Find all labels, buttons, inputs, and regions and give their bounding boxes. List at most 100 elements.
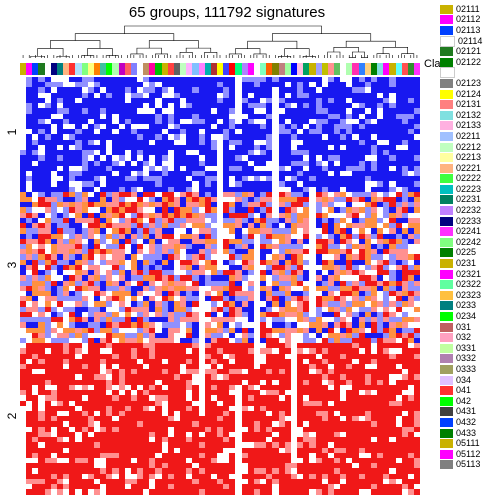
legend-label: 02131: [456, 100, 481, 109]
legend-swatch: [440, 67, 455, 78]
legend-item: 02233: [440, 216, 500, 227]
legend-label: 05111: [456, 439, 480, 448]
legend-label: 02212: [456, 143, 481, 152]
legend-item: 02231: [440, 195, 500, 206]
legend-swatch: [440, 259, 453, 268]
legend-swatch: [440, 270, 453, 279]
legend-swatch: [440, 58, 453, 67]
legend-swatch: [440, 174, 453, 183]
legend-item: 02123: [440, 78, 500, 89]
legend-swatch: [440, 333, 453, 342]
legend-label: 02123: [456, 79, 481, 88]
legend-label: 0231: [456, 259, 476, 268]
legend-label: 02323: [456, 291, 481, 300]
legend-swatch: [440, 301, 453, 310]
legend-item: 02321: [440, 269, 500, 280]
legend-label: 0331: [456, 344, 476, 353]
legend-label: 032: [456, 333, 471, 342]
legend-label: 041: [456, 386, 471, 395]
row-cluster-labels: 132: [6, 72, 18, 490]
legend-swatch: [440, 132, 453, 141]
legend-item: 0332: [440, 354, 500, 365]
legend-swatch: [440, 323, 453, 332]
legend-swatch: [440, 100, 453, 109]
legend-label: 0433: [456, 429, 476, 438]
legend-item: 0233: [440, 301, 500, 312]
heatmap-row: [20, 489, 420, 494]
legend-item: 0433: [440, 428, 500, 439]
legend-swatch: [440, 418, 453, 427]
legend-swatch: [440, 280, 453, 289]
legend-label: 02122: [456, 58, 481, 67]
legend-item: 02222: [440, 174, 500, 185]
legend-swatch: [440, 429, 453, 438]
legend-item: 02323: [440, 290, 500, 301]
legend-item: 02241: [440, 226, 500, 237]
legend-label: 02124: [456, 90, 481, 99]
legend-label: 02111: [456, 5, 480, 14]
legend-swatch: [440, 397, 453, 406]
legend-swatch: [440, 164, 453, 173]
legend-swatch: [440, 111, 453, 120]
column-dendrogram: [20, 24, 420, 58]
legend-label: 02233: [456, 217, 481, 226]
legend-swatch: [440, 439, 453, 448]
legend-item: 02213: [440, 152, 500, 163]
legend-item: 0432: [440, 417, 500, 428]
legend-label: 02221: [456, 164, 481, 173]
legend-item: [440, 68, 500, 79]
legend-item: 05113: [440, 460, 500, 471]
legend-label: 02114: [458, 37, 482, 46]
legend-item: 02223: [440, 184, 500, 195]
row-cluster-label: 1: [5, 126, 19, 138]
legend-label: 0333: [456, 365, 476, 374]
legend-label: 02213: [456, 153, 481, 162]
legend-item: 02232: [440, 205, 500, 216]
legend-label: 02231: [456, 195, 481, 204]
chart-title: 65 groups, 111792 signatures: [0, 4, 500, 21]
legend-swatch: [440, 15, 453, 24]
legend-label: 042: [456, 397, 471, 406]
class-cell: [414, 63, 420, 75]
legend-label: 034: [456, 376, 471, 385]
legend-item: 02212: [440, 142, 500, 153]
legend-item: 042: [440, 396, 500, 407]
heatmap-body: [20, 77, 420, 495]
legend-label: 02241: [456, 227, 481, 236]
legend-label: 02112: [456, 15, 480, 24]
legend-item: 02211: [440, 131, 500, 142]
legend-swatch: [440, 386, 453, 395]
legend-item: 02112: [440, 15, 500, 26]
legend-item: 02322: [440, 279, 500, 290]
legend-item: 0231: [440, 258, 500, 269]
legend-item: 0333: [440, 364, 500, 375]
legend-swatch: [440, 26, 453, 35]
legend-item: 05112: [440, 449, 500, 460]
legend-item: 02133: [440, 121, 500, 132]
legend-label: 02322: [456, 280, 481, 289]
legend-swatch: [440, 36, 455, 47]
legend-swatch: [440, 344, 453, 353]
legend-item: 02221: [440, 163, 500, 174]
legend-label: 02222: [456, 174, 481, 183]
legend-swatch: [440, 79, 453, 88]
legend-label: 0233: [456, 301, 476, 310]
legend-label: 02211: [456, 132, 480, 141]
legend-swatch: [440, 206, 453, 215]
legend-item: 0225: [440, 248, 500, 259]
legend-swatch: [440, 185, 453, 194]
legend-swatch: [440, 143, 453, 152]
legend-item: 02122: [440, 57, 500, 68]
legend-label: 0234: [456, 312, 476, 321]
legend-label: 02223: [456, 185, 481, 194]
legend-item: 02131: [440, 99, 500, 110]
legend-item: 0431: [440, 407, 500, 418]
legend-swatch: [440, 238, 453, 247]
legend-swatch: [440, 407, 453, 416]
legend-label: 02113: [456, 26, 480, 35]
heatmap-panel: Class 132: [20, 24, 420, 494]
legend-swatch: [440, 227, 453, 236]
legend-item: 05111: [440, 438, 500, 449]
legend-item: 02121: [440, 46, 500, 57]
legend-label: 0225: [456, 248, 476, 257]
